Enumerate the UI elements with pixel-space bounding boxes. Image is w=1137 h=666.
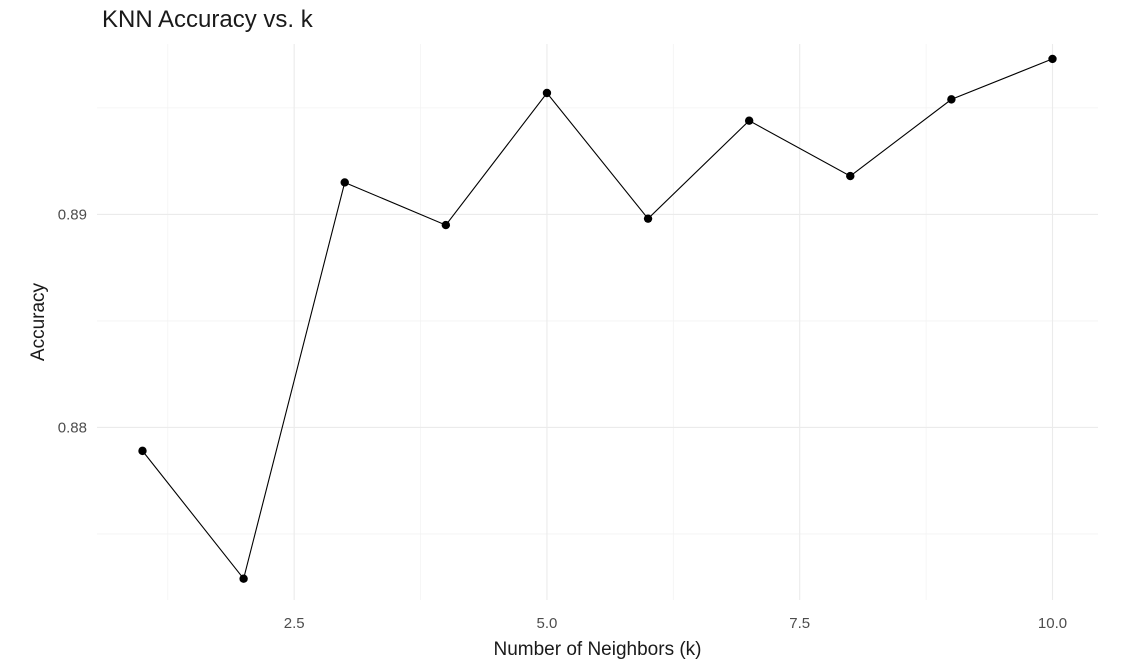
data-point <box>138 446 147 456</box>
data-point <box>340 178 349 187</box>
y-axis-title: Accuracy <box>28 282 49 361</box>
data-point <box>947 95 956 104</box>
data-point <box>239 574 248 583</box>
x-axis-title: Number of Neighbors (k) <box>493 639 701 660</box>
x-tick-label: 5.0 <box>537 615 558 632</box>
data-point <box>643 214 653 223</box>
tick-label-layer: 2.5 5.0 7.5 10.0 0.88 0.89 <box>58 206 1067 632</box>
x-tick-label: 7.5 <box>789 615 810 632</box>
x-tick-label: 2.5 <box>284 615 305 632</box>
x-tick-label: 10.0 <box>1038 615 1067 632</box>
data-point-layer <box>138 54 1057 583</box>
grid-layer <box>97 44 1098 600</box>
data-point <box>542 88 552 98</box>
data-point <box>1048 54 1057 64</box>
chart-title: KNN Accuracy vs. k <box>102 6 313 33</box>
data-point <box>441 220 451 230</box>
data-point <box>846 171 855 181</box>
y-tick-label: 0.88 <box>58 419 87 436</box>
data-point <box>744 116 754 125</box>
accuracy-series-line <box>142 58 1053 580</box>
y-tick-label: 0.89 <box>58 206 87 223</box>
